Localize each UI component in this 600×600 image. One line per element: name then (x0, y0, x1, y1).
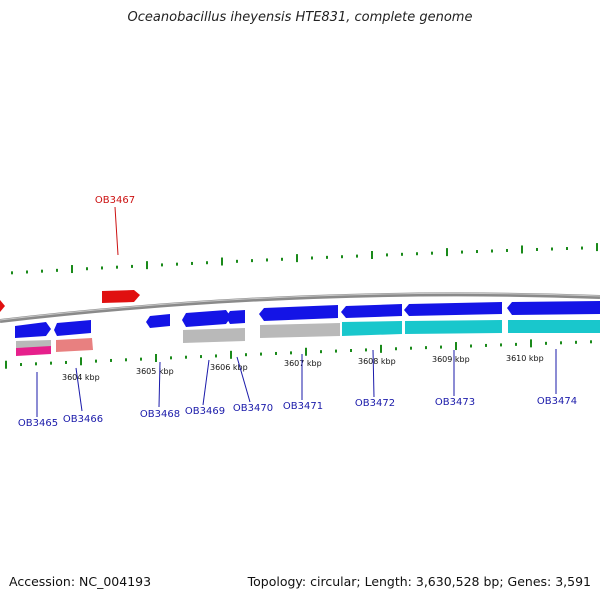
genome-backbone-highlight (0, 292, 600, 321)
gene-ob3472[interactable] (341, 304, 402, 318)
map-title: Oceanobacillus iheyensis HTE831, complet… (127, 10, 473, 25)
leader-line-ob3472 (372, 349, 375, 398)
gene-label-ob3472[interactable]: OB3472 (355, 398, 395, 409)
gene-label-ob3471[interactable]: OB3471 (283, 401, 323, 412)
feature-gray-ob3465 (16, 340, 51, 348)
gene-edge-red (0, 300, 5, 312)
gene-ob3467[interactable] (102, 290, 140, 303)
leader-lines (36, 349, 557, 417)
feature-cyan-ob3474 (508, 320, 600, 333)
scale-label-3606: 3606 kbp (210, 363, 248, 372)
feature-gray-ob3471 (260, 323, 340, 338)
scale-label-3609: 3609 kbp (432, 355, 470, 364)
scale-label-3608: 3608 kbp (358, 357, 396, 366)
tick-marks (5, 243, 598, 369)
gene-label-ob3466[interactable]: OB3466 (63, 414, 103, 425)
gene-ob3466[interactable] (54, 320, 91, 336)
feature-salmon-ob3466 (56, 338, 93, 352)
accession-text: Accession: NC_004193 (9, 574, 152, 589)
feature-cyan-ob3473 (405, 320, 502, 334)
feature-cyan-ob3472 (342, 321, 402, 336)
gene-label-ob3465[interactable]: OB3465 (18, 418, 58, 429)
scale-label-3604: 3604 kbp (62, 373, 100, 382)
leader-line-ob3469 (202, 359, 210, 406)
topology-summary: Topology: circular; Length: 3,630,528 bp… (247, 574, 591, 589)
leader-line-ob3466 (75, 367, 83, 412)
scale-label-3605: 3605 kbp (136, 367, 174, 376)
feature-gray-ob3469 (183, 328, 245, 343)
leader-line-ob3467 (114, 206, 119, 256)
scale-label-3607: 3607 kbp (284, 359, 322, 368)
leader-line-ob3470 (236, 356, 251, 403)
feature-pink-ob3465 (16, 346, 51, 356)
gene-ob3474[interactable] (507, 301, 600, 315)
gene-label-ob3467[interactable]: OB3467 (95, 195, 135, 206)
gene-label-ob3474[interactable]: OB3474 (537, 396, 577, 407)
gene-label-ob3473[interactable]: OB3473 (435, 397, 475, 408)
gene-ob3468[interactable] (146, 314, 170, 328)
gene-ob3465[interactable] (15, 322, 51, 338)
gene-label-ob3468[interactable]: OB3468 (140, 409, 180, 420)
gene-ob3471[interactable] (259, 305, 338, 321)
gene-ob3473[interactable] (404, 302, 502, 316)
genome-backbone (0, 292, 600, 323)
gene-label-ob3469[interactable]: OB3469 (185, 406, 225, 417)
leader-line-ob3468 (158, 361, 161, 408)
gene-ob3469[interactable] (182, 310, 231, 327)
gene-label-ob3470[interactable]: OB3470 (233, 403, 273, 414)
gene-ob3470[interactable] (226, 310, 245, 324)
scale-label-3610: 3610 kbp (506, 354, 544, 363)
